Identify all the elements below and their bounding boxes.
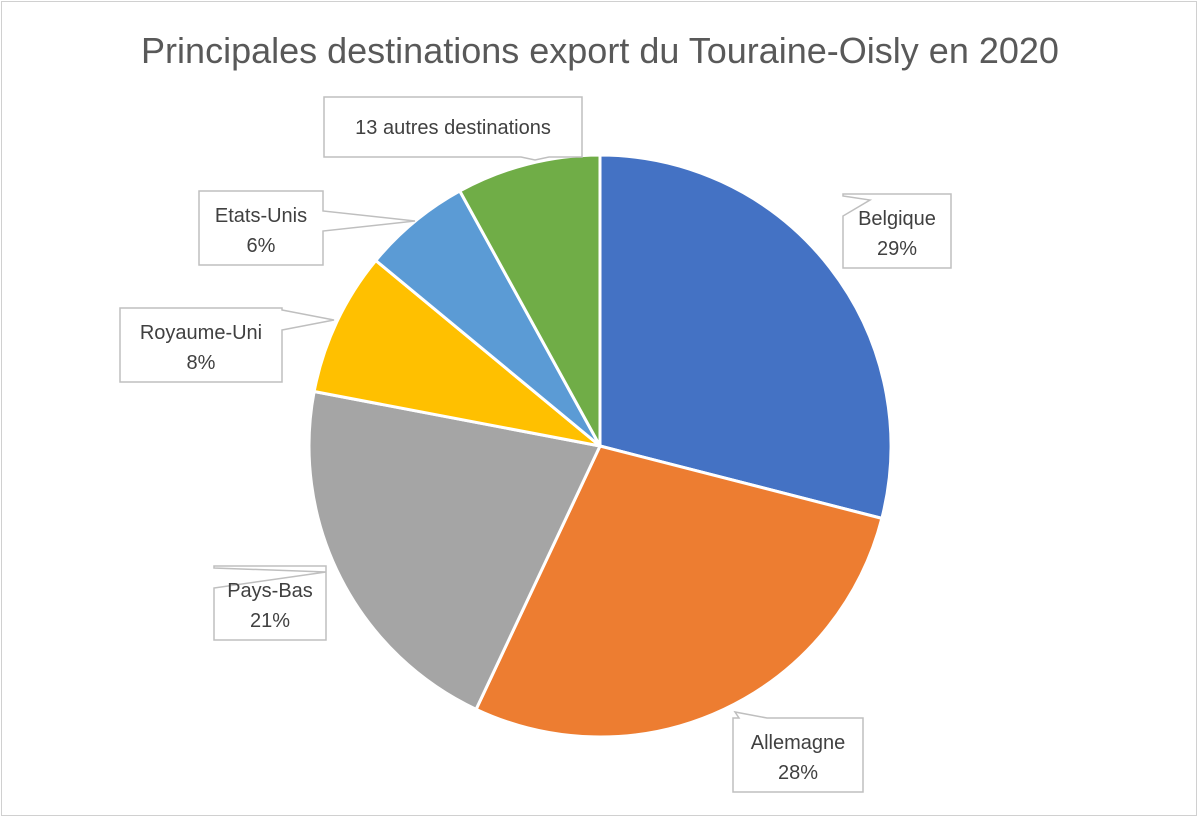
pie-slice-pays-bas <box>307 389 602 711</box>
callout-percent: 6% <box>247 235 276 257</box>
chart-title: Principales destinations export du Toura… <box>141 30 1059 71</box>
callout-box <box>732 710 864 793</box>
callout-percent: 8% <box>187 352 216 374</box>
callout-category: Royaume-Uni <box>140 322 262 344</box>
callout-category: 13 autres destinations <box>355 117 551 139</box>
callout-box <box>323 96 583 161</box>
data-label-royaume-uni: Royaume-Uni 8% <box>119 307 335 383</box>
data-label-13-autres-destinations: 13 autres destinations <box>323 96 583 161</box>
pie-slice-royaume-uni <box>312 259 602 448</box>
callout-category: Pays-Bas <box>227 580 313 602</box>
data-label-belgique: Belgique 29% <box>842 193 952 269</box>
callout-category: Belgique <box>858 208 936 230</box>
data-label-pays-bas: Pays-Bas 21% <box>213 565 327 641</box>
data-label-etats-unis: Etats-Unis 6% <box>198 190 416 266</box>
callout-percent: 28% <box>778 762 818 784</box>
callout-category: Etats-Unis <box>215 205 307 227</box>
pie-slice-13-autres-destinations <box>458 153 602 448</box>
callout-percent: 29% <box>877 238 917 260</box>
callout-box <box>119 307 335 383</box>
callout-category: Allemagne <box>751 732 846 754</box>
data-label-allemagne: Allemagne 28% <box>732 710 864 793</box>
callout-box <box>842 193 952 269</box>
callout-percent: 21% <box>250 610 290 632</box>
callout-box <box>198 190 416 266</box>
callout-box <box>213 565 327 641</box>
pie-slice-allemagne <box>474 444 884 739</box>
pie-slice-belgique <box>598 153 893 520</box>
